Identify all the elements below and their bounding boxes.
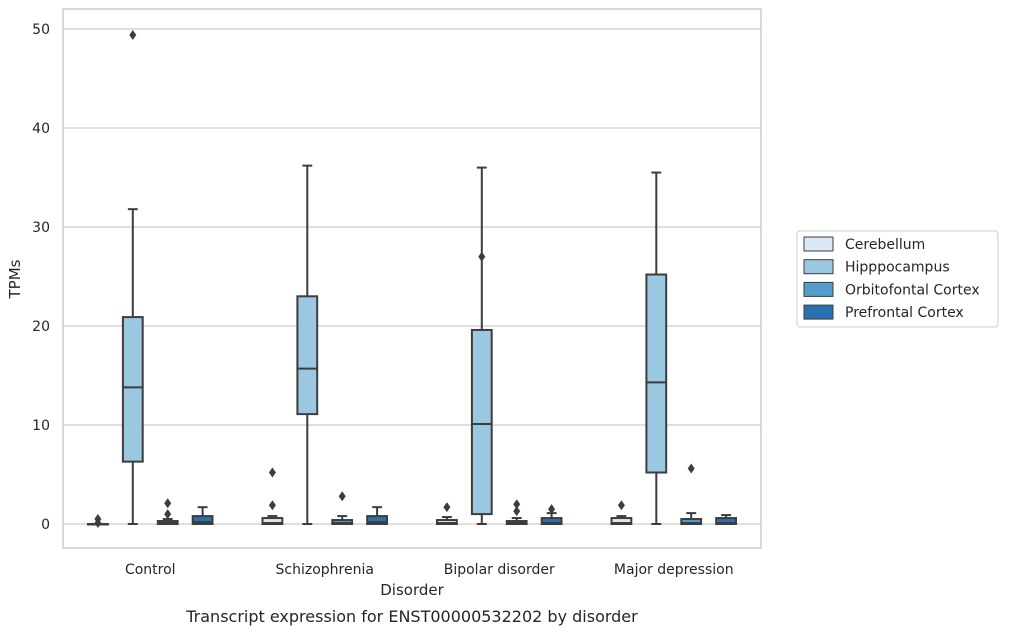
box-hipppocampus (121, 29, 144, 525)
outlier-point (164, 498, 172, 509)
box-prefrontal-cortex (191, 506, 214, 526)
y-ticks: 0 10 20 30 40 50 (32, 22, 50, 533)
y-tick-label: 30 (32, 220, 50, 236)
box-orbitofontal-cortex (331, 491, 354, 525)
x-tick-label: Major depression (614, 562, 734, 578)
legend-label: Cerebellum (845, 237, 925, 253)
outlier-point (687, 463, 695, 474)
outlier-point (443, 502, 451, 513)
box-prefrontal-cortex (715, 514, 738, 525)
x-tick-label: Bipolar disorder (444, 562, 555, 578)
box-cerebellum (87, 514, 109, 529)
outlier-point (94, 514, 102, 525)
outlier-point (548, 504, 556, 515)
box-iqr (470, 328, 493, 516)
box-prefrontal-cortex (366, 506, 389, 526)
legend-frame (796, 230, 999, 328)
x-tick-label: Schizophrenia (276, 562, 374, 578)
box-iqr (645, 273, 668, 474)
box-orbitofontal-cortex (680, 463, 703, 525)
x-axis-label: Disorder (380, 581, 444, 599)
box-cerebellum (261, 467, 284, 525)
box-prefrontal-cortex (540, 504, 563, 525)
box-iqr (296, 295, 319, 416)
y-tick-label: 10 (32, 418, 50, 434)
y-tick-label: 20 (32, 319, 50, 335)
legend-swatch (803, 304, 834, 320)
legend: Cerebellum Hipppocampus Orbitofontal Corte… (796, 230, 999, 328)
outlier-point (338, 491, 346, 502)
box-hipppocampus (470, 166, 493, 525)
box-hipppocampus (645, 171, 668, 525)
outlier-point (164, 509, 172, 520)
x-ticks: Control Schizophrenia Bipolar disorder Majo… (125, 562, 734, 578)
outlier-point (268, 500, 276, 511)
y-tick-label: 50 (32, 22, 50, 38)
legend-label: Orbitofontal Cortex (845, 282, 980, 298)
legend-label: Hipppocampus (845, 260, 950, 276)
y-tick-label: 0 (41, 517, 50, 533)
box-cerebellum (436, 502, 458, 525)
box-iqr (121, 316, 144, 463)
legend-items: Cerebellum Hipppocampus Orbitofontal Corte… (803, 236, 980, 321)
box-cerebellum (610, 500, 633, 525)
legend-swatch (803, 236, 834, 252)
y-axis-label: TPMs (6, 259, 24, 299)
outlier-point (268, 467, 276, 478)
box-orbitofontal-cortex (156, 498, 179, 526)
box-hipppocampus (296, 164, 319, 525)
outlier-point (513, 506, 521, 517)
legend-swatch (803, 281, 834, 297)
legend-label: Prefrontal Cortex (845, 305, 964, 321)
box-orbitofontal-cortex (505, 499, 528, 526)
outlier-point (617, 500, 625, 511)
outlier-point (513, 499, 521, 510)
box-iqr (191, 515, 214, 526)
y-tick-label: 40 (32, 121, 50, 137)
x-tick-label: Control (125, 562, 176, 578)
legend-swatch (803, 259, 834, 275)
box-iqr (366, 515, 389, 526)
grid-lines (63, 28, 761, 525)
outlier-point (478, 251, 486, 262)
boxes-layer (87, 29, 738, 529)
plot-frame (62, 8, 762, 549)
chart-caption: Transcript expression for ENST0000053220… (185, 607, 638, 626)
outlier-point (129, 29, 137, 40)
